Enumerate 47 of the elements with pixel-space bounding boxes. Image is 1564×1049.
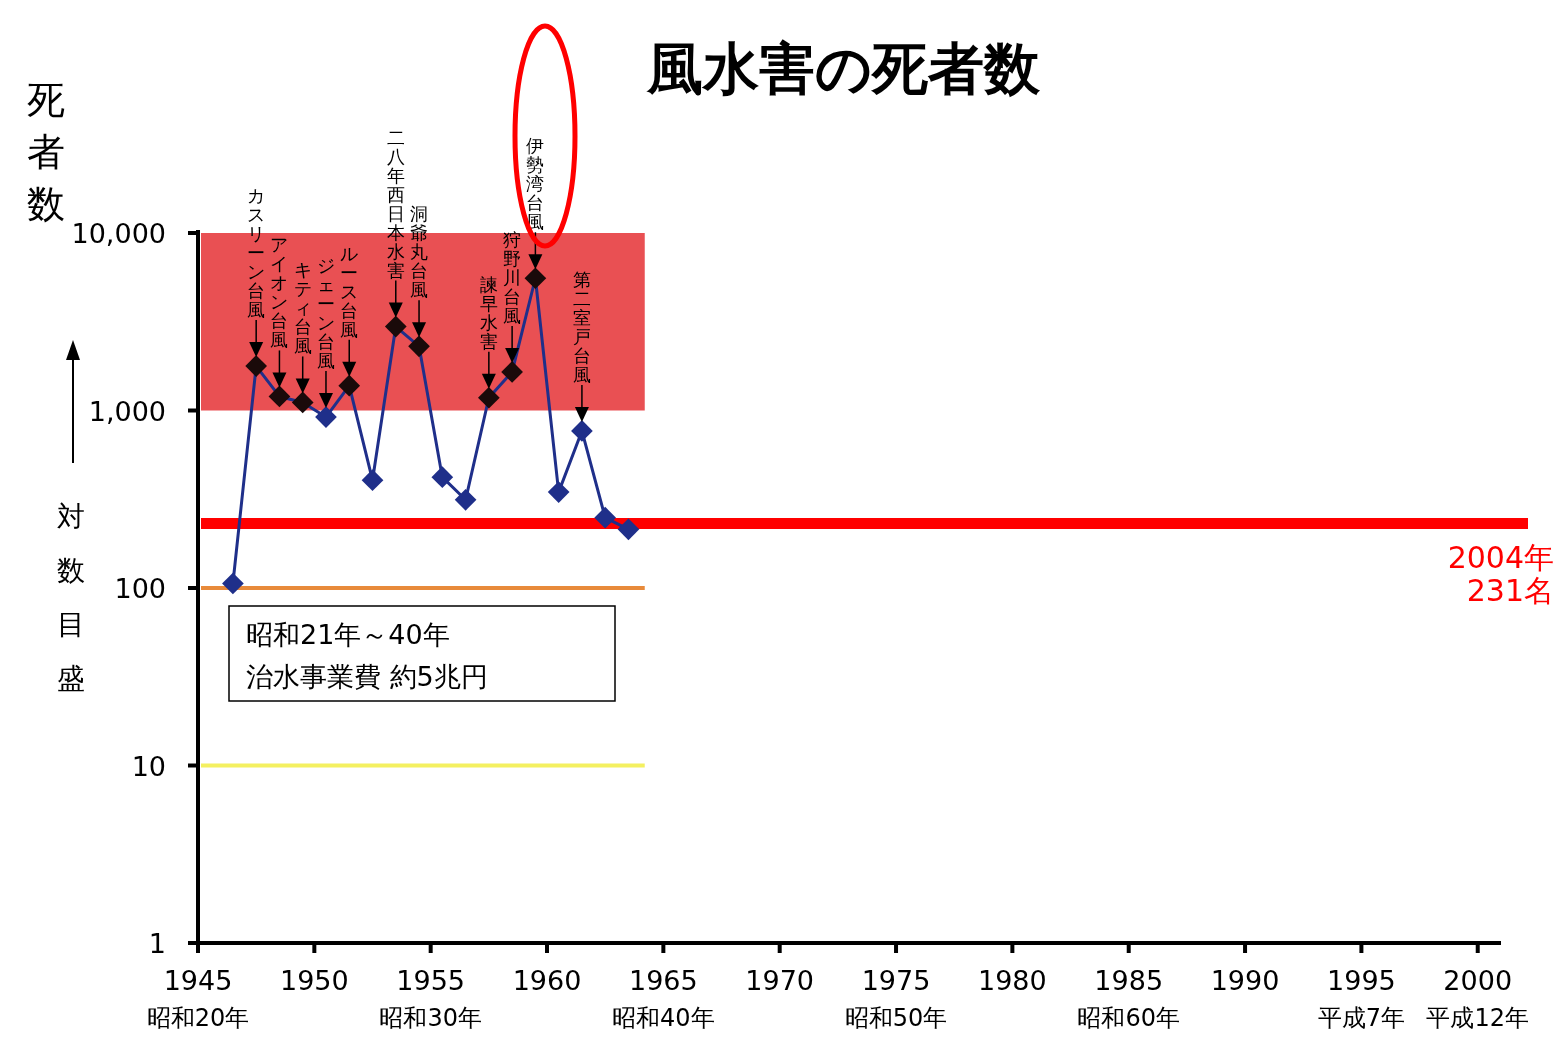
annotation: ルース台風 (340, 242, 359, 340)
y-tick-label: 1,000 (88, 395, 166, 427)
point (594, 506, 617, 529)
point (291, 391, 314, 414)
point (617, 518, 640, 541)
x-tick-label: 2000 平成12年 (1426, 965, 1530, 1032)
chart-title: 風水害の死者数 (645, 36, 1041, 101)
point (478, 386, 500, 409)
point (384, 315, 407, 338)
x-tick-label: 1960 (512, 965, 582, 996)
annotation: 昭和21年～40年治水事業費 約5兆円 (246, 619, 488, 692)
y-axis-title: 死者数 (27, 78, 65, 226)
x-tick-label: 1970 (745, 965, 815, 996)
x-tick-label: 1995 平成7年 (1317, 965, 1406, 1032)
point (454, 488, 477, 511)
ref-line-label: 2004年231名 (1447, 540, 1554, 609)
point (431, 466, 454, 489)
x-tick-label: 1945 昭和20年 (146, 965, 250, 1032)
point (245, 355, 268, 377)
point (408, 335, 430, 358)
x-tick-label: 1990 (1210, 965, 1280, 996)
y-tick-label: 100 (114, 573, 166, 604)
point (524, 267, 547, 290)
annotation: 諫早水害 (479, 273, 498, 352)
point (361, 469, 384, 492)
text: 対数目盛 (57, 500, 85, 695)
point (315, 406, 337, 428)
point (338, 374, 361, 397)
x-tick-label: 1965 昭和40年 (612, 965, 715, 1032)
y-tick-label: 10,000 (71, 218, 166, 249)
point (501, 361, 523, 383)
x-tick-label: 1985 昭和60年 (1077, 965, 1180, 1032)
point (547, 481, 570, 503)
x-tick-label: 1950 (279, 965, 349, 996)
x-tick-label: 1980 (978, 965, 1047, 996)
x-tick-label: 1975 昭和50年 (844, 965, 948, 1032)
x-tick-label: 1955 昭和30年 (379, 965, 482, 1032)
point (571, 420, 593, 442)
point (268, 385, 291, 408)
annotation: ジェーン台風 (316, 255, 335, 372)
point (222, 572, 244, 595)
annotation: アイオン台風 (270, 234, 289, 351)
annotation: 狩野川台風 (503, 228, 522, 326)
y-tick-label: 1 (148, 928, 166, 959)
y-tick-label: 10 (131, 750, 166, 782)
annotation: 第二室戸台風 (572, 268, 591, 385)
annotation: キティ台風 (293, 259, 312, 357)
